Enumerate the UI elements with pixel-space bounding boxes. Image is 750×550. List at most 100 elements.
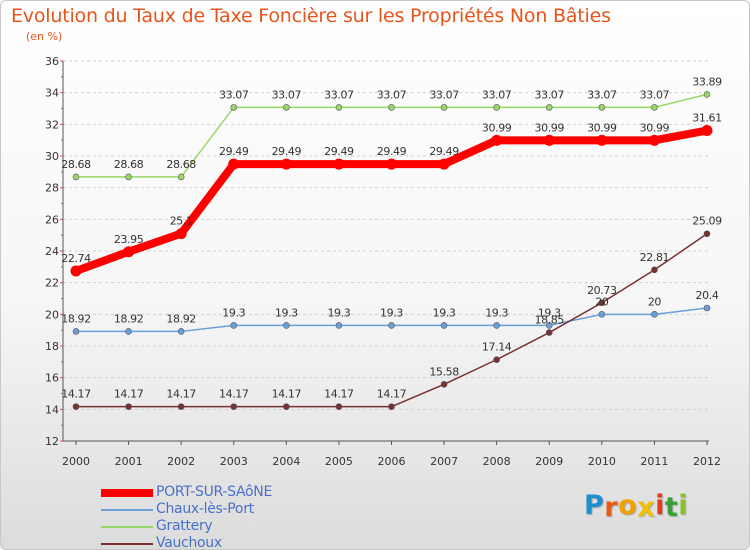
proxiti-logo: Proxiti (584, 490, 688, 523)
data-label: 22.74 (61, 252, 91, 265)
series (70, 91, 713, 410)
data-label: 33.07 (219, 88, 249, 101)
logo-letter: o (618, 490, 638, 521)
data-label: 33.07 (587, 88, 617, 101)
data-point (598, 311, 606, 318)
x-tick-label: 2002 (167, 455, 195, 468)
data-point (230, 403, 238, 410)
data-point (648, 134, 660, 146)
x-tick-label: 2011 (640, 455, 668, 468)
data-point (440, 104, 448, 111)
data-label: 29.49 (429, 145, 459, 158)
data-label: 14.17 (377, 388, 407, 401)
data-label: 19.3 (327, 306, 350, 319)
x-tick-label: 2004 (272, 455, 300, 468)
y-tick-label: 14 (45, 403, 59, 416)
data-label: 20.4 (696, 289, 719, 302)
x-tick-label: 2009 (535, 455, 563, 468)
y-tick-label: 20 (45, 308, 59, 321)
data-label: 18.92 (166, 312, 196, 325)
legend-label: PORT-SUR-SAôNE (156, 484, 272, 500)
data-label: 30.99 (482, 121, 512, 134)
x-tick-label: 2008 (483, 455, 511, 468)
data-label: 31.61 (692, 112, 722, 125)
x-tick-label: 2012 (693, 455, 721, 468)
data-label: 14.17 (61, 388, 91, 401)
data-point (72, 328, 80, 335)
data-point (177, 173, 185, 181)
y-tick-label: 16 (45, 372, 59, 385)
data-label: 20 (595, 295, 609, 308)
data-point (228, 158, 240, 170)
data-point (283, 403, 290, 410)
data-point (388, 403, 395, 410)
data-point (280, 158, 292, 170)
data-label: 28.68 (114, 158, 144, 171)
data-point (175, 228, 187, 240)
data-point (72, 403, 80, 410)
axes: 12 14 16 18 20 22 24 26 28 30 32 34 36 2000 2001 2002 20… (45, 55, 721, 468)
y-tick-label: 12 (45, 435, 59, 448)
data-label: 17.14 (482, 341, 512, 354)
data-label: 19.3 (538, 306, 561, 319)
data-label: 18.92 (114, 312, 144, 325)
data-label: 19.3 (380, 306, 403, 319)
data-point (598, 104, 606, 111)
y-tick-label: 28 (45, 182, 59, 195)
data-label: 33.07 (640, 88, 670, 101)
data-label: 14.17 (324, 388, 354, 401)
data-label: 29.49 (324, 145, 354, 158)
legend-swatch (101, 543, 153, 545)
data-label: 22.81 (640, 251, 670, 264)
data-point (335, 322, 343, 329)
data-label: 19.3 (222, 306, 245, 319)
data-label: 33.07 (377, 88, 407, 101)
data-label: 25.09 (692, 215, 722, 228)
data-point (703, 91, 711, 98)
data-label: 29.49 (377, 145, 407, 158)
data-point (596, 134, 608, 146)
legend-swatch (101, 489, 153, 497)
data-label: 33.89 (692, 75, 722, 88)
logo-letter: P (584, 490, 605, 521)
logo-letter: i (655, 490, 665, 521)
data-point (283, 104, 290, 111)
x-tick-label: 2003 (220, 455, 248, 468)
data-label: 18.92 (61, 312, 91, 325)
logo-letter: t (664, 492, 679, 523)
data-label: 14.17 (219, 388, 249, 401)
x-tick-label: 2001 (115, 455, 143, 468)
data-label: 33.07 (535, 88, 565, 101)
y-tick-label: 30 (45, 150, 59, 163)
data-label: 23.95 (114, 233, 144, 246)
y-tick-label: 32 (45, 118, 59, 131)
data-point (70, 265, 82, 277)
y-tick-label: 22 (45, 277, 59, 290)
data-point (335, 104, 343, 111)
data-point (177, 403, 185, 410)
data-point (493, 322, 500, 329)
data-label: 18.85 (535, 314, 565, 327)
data-label: 30.99 (640, 121, 670, 134)
data-labels: 22.74 23.95 25.1 29.49 29.49 29.49 29.49 29.49 3… (61, 75, 722, 400)
data-point (701, 125, 713, 137)
y-tick-label: 34 (45, 87, 59, 100)
data-label: 33.07 (429, 88, 459, 101)
data-point (491, 134, 503, 146)
data-point (598, 299, 606, 307)
data-label: 15.58 (429, 365, 459, 378)
x-tick-label: 2005 (325, 455, 353, 468)
chart-title: Evolution du Taux de Taxe Foncière sur l… (11, 5, 611, 27)
data-point (651, 266, 658, 274)
data-label: 14.17 (114, 388, 144, 401)
data-point (651, 104, 658, 111)
data-label: 20.73 (587, 284, 617, 297)
legend-swatch (101, 526, 153, 528)
data-label: 33.07 (482, 88, 512, 101)
data-point (493, 356, 500, 363)
data-label: 30.99 (535, 121, 565, 134)
data-point (545, 329, 553, 336)
data-point (125, 403, 132, 410)
x-tick-label: 2000 (62, 455, 90, 468)
